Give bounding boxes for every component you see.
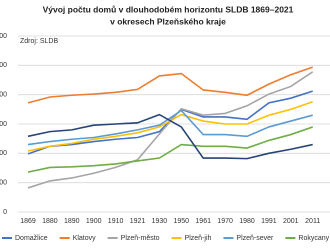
x-tick-label: 1869: [20, 218, 36, 225]
x-tick-label: 1991: [261, 218, 277, 225]
chart-title: Vývoj počtu domů v dlouhodobém horizontu…: [43, 4, 294, 14]
y-tick-label: 5000: [0, 180, 7, 187]
series-line: [27, 109, 313, 146]
x-tick-label: 1900: [86, 218, 102, 225]
x-tick-label: 2001: [283, 218, 299, 225]
legend-label: Domažlice: [15, 235, 48, 242]
source-note: Zdroj: SLDB: [20, 38, 58, 45]
x-tick-label: 1910: [108, 218, 124, 225]
y-tick-label: 10000: [0, 150, 7, 157]
series-line: [27, 126, 313, 173]
chart-subtitle: v okresech Plzeňského kraje: [110, 16, 226, 26]
x-tick-label: 1961: [195, 218, 211, 225]
legend-label: Plzeň-jih: [185, 235, 212, 242]
y-tick-label: 20000: [0, 92, 7, 99]
y-tick-label: 25000: [0, 62, 7, 69]
x-tick-label: 1880: [42, 218, 58, 225]
legend-label: Rokycany: [298, 235, 329, 242]
x-tick-label: 1890: [64, 218, 80, 225]
series-line: [27, 113, 313, 160]
y-tick-label: 0: [3, 209, 7, 216]
x-tick-label: 1970: [217, 218, 233, 225]
x-tick-label: 1930: [152, 218, 168, 225]
y-tick-label: 15000: [0, 121, 7, 128]
series-line: [27, 66, 313, 104]
legend-label: Plzeň-sever: [236, 235, 274, 242]
x-tick-label: 1950: [174, 218, 190, 225]
x-tick-label: 1980: [239, 218, 255, 225]
x-tick-label: 2011: [305, 218, 320, 225]
x-tick-label: 1921: [130, 218, 146, 225]
legend-label: Klatovy: [73, 235, 96, 242]
y-tick-label: 30000: [0, 33, 7, 40]
legend-label: Plzeň-město: [121, 235, 160, 242]
